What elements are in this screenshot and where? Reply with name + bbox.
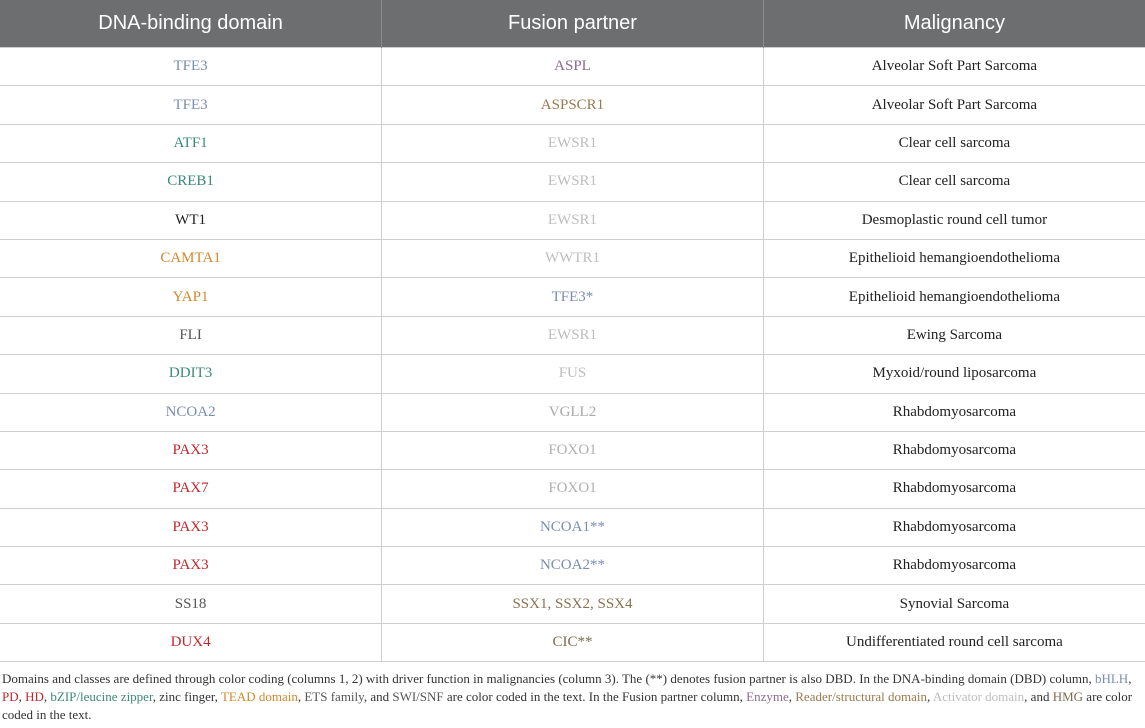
footnote-text: , <box>43 689 51 704</box>
footnote-text: PD <box>2 689 19 704</box>
footnote-text: Domains and classes are defined through … <box>2 671 1095 686</box>
table-cell: Epithelioid hemangioendothelioma <box>762 238 1145 279</box>
table-cell: NCOA2 <box>0 392 383 432</box>
footnote-text: , and <box>363 689 393 704</box>
table-cell: Rhabdomyosarcoma <box>762 392 1145 432</box>
table-cell: FLI <box>0 315 383 356</box>
table-cell: FUS <box>381 354 764 394</box>
table-cell: Rhabdomyosarcoma <box>762 430 1145 471</box>
table-cell: Desmoplastic round cell tumor <box>762 200 1145 240</box>
table-cell: Ewing Sarcoma <box>762 315 1145 356</box>
table-cell: SS18 <box>0 584 383 624</box>
table-cell: ASPL <box>381 46 764 87</box>
table-cell: Rhabdomyosarcoma <box>762 546 1145 586</box>
table-cell: WT1 <box>0 200 383 240</box>
table-row: WT1 EWSR1 Desmoplastic round cell tumor <box>0 200 1145 240</box>
table-cell: TFE3 <box>0 85 383 125</box>
table-cell: EWSR1 <box>381 200 764 240</box>
table-cell: EWSR1 <box>381 123 764 164</box>
table-cell: Alveolar Soft Part Sarcoma <box>762 85 1145 125</box>
footnote-text: , <box>1128 671 1132 686</box>
table-cell: CIC** <box>381 622 764 663</box>
table-row: CAMTA1 WWTR1 Epithelioid hemangioendotheli… <box>0 238 1145 279</box>
table-row: PAX3 NCOA2** Rhabdomyosarcoma <box>0 546 1145 586</box>
header-cell: Fusion partner <box>381 0 764 48</box>
table-cell: Synovial Sarcoma <box>762 584 1145 624</box>
footnote-text: Enzyme <box>746 689 789 704</box>
table-cell: NCOA1** <box>381 507 764 548</box>
header-cell: Malignancy <box>762 0 1145 48</box>
table-cell: PAX3 <box>0 546 383 586</box>
table-cell: WWTR1 <box>381 238 764 279</box>
footnote-text: , <box>927 689 933 704</box>
table-cell: ASPSCR1 <box>381 85 764 125</box>
footnote: Domains and classes are defined through … <box>2 670 1142 724</box>
footnote-text: , <box>18 689 26 704</box>
footnote-text: are color coded in the text. In the Fusi… <box>443 689 747 704</box>
footnote-text: bHLH <box>1094 671 1129 686</box>
footnote-text: TEAD domain <box>220 689 298 704</box>
table-row: SS18 SSX1, SSX2, SSX4 Synovial Sarcoma <box>0 584 1145 624</box>
table-cell: CREB1 <box>0 162 383 202</box>
table-cell: TFE3* <box>381 277 764 317</box>
table-cell: Alveolar Soft Part Sarcoma <box>762 46 1145 87</box>
table-cell: PAX3 <box>0 430 383 471</box>
table-row: TFE3 ASPL Alveolar Soft Part Sarcoma <box>0 46 1145 87</box>
footnote-text: , <box>297 689 305 704</box>
table-cell: PAX3 <box>0 507 383 548</box>
footnote-text: bZIP/leucine zipper <box>50 689 153 704</box>
header-row: DNA-binding domain Fusion partner Malignan… <box>0 0 1145 48</box>
table-cell: YAP1 <box>0 277 383 317</box>
header-cell: DNA-binding domain <box>0 0 382 48</box>
footnote-text: Reader/structural domain <box>795 689 928 704</box>
table-cell: FOXO1 <box>381 469 764 509</box>
footnote-text: , and <box>1024 689 1053 704</box>
footnote-text: ETS family <box>304 689 364 704</box>
footnote-text: , zinc finger, <box>152 689 221 704</box>
footnote-text: HD <box>25 689 44 704</box>
table-row: DUX4 CIC** Undifferentiated round cell sar… <box>0 622 1145 663</box>
table-row: ATF1 EWSR1 Clear cell sarcoma <box>0 123 1145 164</box>
footnote-text: HMG <box>1052 689 1084 704</box>
table-cell: CAMTA1 <box>0 238 383 279</box>
table-body: TFE3 ASPL Alveolar Soft Part Sarcoma TFE3 AS… <box>0 46 1145 663</box>
footnote-text: are color coded in the text. <box>2 689 1133 722</box>
table-cell: SSX1, SSX2, SSX4 <box>381 584 764 624</box>
table-cell: Epithelioid hemangioendothelioma <box>762 277 1145 317</box>
table-row: TFE3 ASPSCR1 Alveolar Soft Part Sarcoma <box>0 85 1145 125</box>
table-cell: FOXO1 <box>381 430 764 471</box>
table-cell: Clear cell sarcoma <box>762 123 1145 164</box>
footnote-text: SWI/SNF <box>392 689 444 704</box>
table-row: NCOA2 VGLL2 Rhabdomyosarcoma <box>0 392 1145 432</box>
table-cell: EWSR1 <box>381 162 764 202</box>
table-cell: Clear cell sarcoma <box>762 162 1145 202</box>
table-cell: ATF1 <box>0 123 383 164</box>
table-row: FLI EWSR1 Ewing Sarcoma <box>0 315 1145 356</box>
table-cell: PAX7 <box>0 469 383 509</box>
table-cell: DUX4 <box>0 622 383 663</box>
table-cell: Rhabdomyosarcoma <box>762 507 1145 548</box>
footnote-text: Activator domain <box>932 689 1025 704</box>
table-cell: TFE3 <box>0 46 383 87</box>
table: DNA-binding domain Fusion partner Malignan… <box>0 0 1145 663</box>
table-row: PAX7 FOXO1 Rhabdomyosarcoma <box>0 469 1145 509</box>
table-cell: NCOA2** <box>381 546 764 586</box>
table-cell: Undifferentiated round cell sarcoma <box>762 622 1145 663</box>
table-cell: Myxoid/round liposarcoma <box>762 354 1145 394</box>
table-cell: Rhabdomyosarcoma <box>762 469 1145 509</box>
table-row: PAX3 NCOA1** Rhabdomyosarcoma <box>0 507 1145 548</box>
table-row: PAX3 FOXO1 Rhabdomyosarcoma <box>0 430 1145 471</box>
table-row: DDIT3 FUS Myxoid/round liposarcoma <box>0 354 1145 394</box>
table-cell: VGLL2 <box>381 392 764 432</box>
table-cell: EWSR1 <box>381 315 764 356</box>
table-row: YAP1 TFE3* Epithelioid hemangioendotheliom… <box>0 277 1145 317</box>
footnote-text: , <box>788 689 796 704</box>
table-cell: DDIT3 <box>0 354 383 394</box>
table-row: CREB1 EWSR1 Clear cell sarcoma <box>0 162 1145 202</box>
